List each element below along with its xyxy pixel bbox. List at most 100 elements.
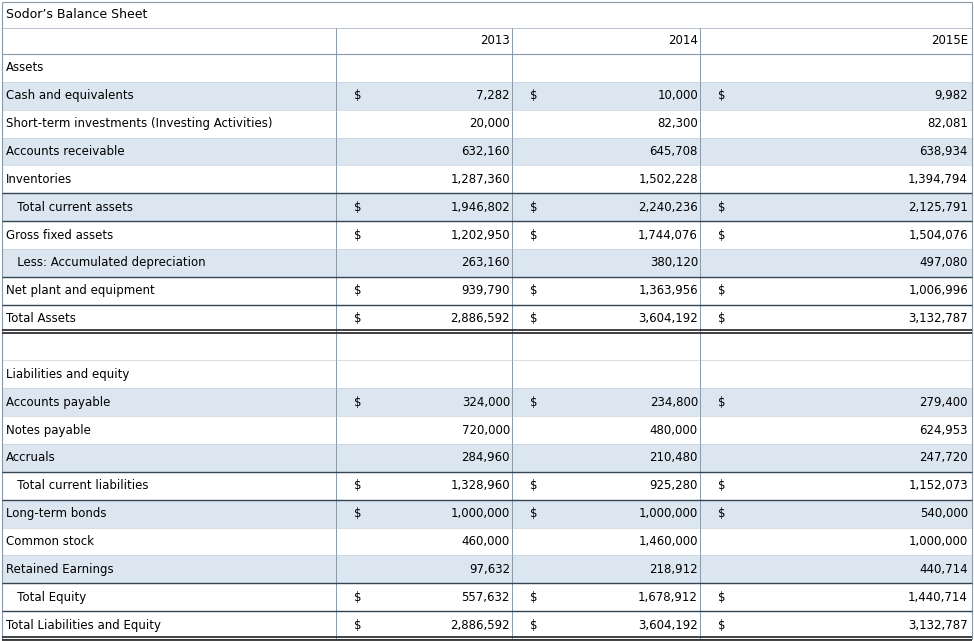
Text: 2014: 2014 [668,35,698,47]
Text: 540,000: 540,000 [919,507,968,520]
Text: Total Liabilities and Equity: Total Liabilities and Equity [6,619,161,631]
Bar [2,444,972,472]
Text: 1,000,000: 1,000,000 [639,507,698,520]
Text: 3,604,192: 3,604,192 [638,312,698,325]
Text: $: $ [530,479,538,492]
Text: Common stock: Common stock [6,535,94,548]
Text: $: $ [354,285,361,297]
Bar [2,2,972,28]
Bar [2,221,972,249]
Text: 645,708: 645,708 [650,145,698,158]
Bar [2,472,972,500]
Text: 97,632: 97,632 [468,563,510,576]
Text: 1,946,802: 1,946,802 [450,201,510,213]
Text: Total Equity: Total Equity [6,591,87,604]
Text: Long-term bonds: Long-term bonds [6,507,106,520]
Bar [2,333,972,360]
Text: 1,000,000: 1,000,000 [451,507,510,520]
Text: Accounts payable: Accounts payable [6,395,110,409]
Text: Notes payable: Notes payable [6,424,91,437]
Text: Assets: Assets [6,62,45,74]
Text: $: $ [354,591,361,604]
Text: 1,440,714: 1,440,714 [908,591,968,604]
Text: $: $ [718,507,726,520]
Text: Liabilities and equity: Liabilities and equity [6,368,130,381]
Text: 2,125,791: 2,125,791 [908,201,968,213]
Text: 234,800: 234,800 [650,395,698,409]
Bar [2,304,972,333]
Text: 279,400: 279,400 [919,395,968,409]
Bar [2,277,972,304]
Text: 247,720: 247,720 [919,451,968,465]
Text: 2,240,236: 2,240,236 [638,201,698,213]
Text: $: $ [354,507,361,520]
Bar [2,54,972,82]
Text: $: $ [530,89,538,103]
Text: Net plant and equipment: Net plant and equipment [6,285,155,297]
Text: 1,287,360: 1,287,360 [450,173,510,186]
Text: $: $ [354,619,361,631]
Text: $: $ [530,395,538,409]
Text: 2015E: 2015E [931,35,968,47]
Text: 557,632: 557,632 [462,591,510,604]
Bar [2,165,972,194]
Bar [2,416,972,444]
Text: 720,000: 720,000 [462,424,510,437]
Text: 440,714: 440,714 [919,563,968,576]
Text: $: $ [354,395,361,409]
Text: 1,504,076: 1,504,076 [909,229,968,242]
Bar [2,28,972,54]
Text: 638,934: 638,934 [919,145,968,158]
Text: $: $ [354,479,361,492]
Text: 210,480: 210,480 [650,451,698,465]
Text: 939,790: 939,790 [462,285,510,297]
Text: $: $ [530,591,538,604]
Bar [2,82,972,110]
Text: 624,953: 624,953 [919,424,968,437]
Text: 1,460,000: 1,460,000 [639,535,698,548]
Text: 2,886,592: 2,886,592 [450,619,510,631]
Text: 2,886,592: 2,886,592 [450,312,510,325]
Text: 1,152,073: 1,152,073 [909,479,968,492]
Text: 10,000: 10,000 [657,89,698,103]
Text: 284,960: 284,960 [462,451,510,465]
Bar [2,500,972,528]
Bar [2,360,972,388]
Text: 3,132,787: 3,132,787 [909,619,968,631]
Text: $: $ [718,312,726,325]
Text: 1,502,228: 1,502,228 [638,173,698,186]
Text: 7,282: 7,282 [476,89,510,103]
Text: 1,006,996: 1,006,996 [908,285,968,297]
Text: 1,363,956: 1,363,956 [638,285,698,297]
Text: 1,000,000: 1,000,000 [909,535,968,548]
Bar [2,194,972,221]
Text: Accounts receivable: Accounts receivable [6,145,125,158]
Text: Gross fixed assets: Gross fixed assets [6,229,113,242]
Text: $: $ [718,285,726,297]
Text: Retained Earnings: Retained Earnings [6,563,114,576]
Text: 497,080: 497,080 [919,256,968,269]
Bar [2,556,972,583]
Bar [2,611,972,639]
Text: $: $ [530,285,538,297]
Text: $: $ [718,89,726,103]
Text: 3,604,192: 3,604,192 [638,619,698,631]
Text: $: $ [530,507,538,520]
Text: 324,000: 324,000 [462,395,510,409]
Text: 460,000: 460,000 [462,535,510,548]
Text: Total current liabilities: Total current liabilities [6,479,148,492]
Text: 20,000: 20,000 [469,117,510,130]
Text: 925,280: 925,280 [650,479,698,492]
Text: 3,132,787: 3,132,787 [909,312,968,325]
Text: $: $ [530,619,538,631]
Text: $: $ [718,619,726,631]
Text: 1,744,076: 1,744,076 [638,229,698,242]
Text: Inventories: Inventories [6,173,72,186]
Text: $: $ [718,591,726,604]
Text: $: $ [354,201,361,213]
Text: $: $ [530,312,538,325]
Text: Accruals: Accruals [6,451,56,465]
Text: 480,000: 480,000 [650,424,698,437]
Text: Short-term investments (Investing Activities): Short-term investments (Investing Activi… [6,117,273,130]
Text: Total Assets: Total Assets [6,312,76,325]
